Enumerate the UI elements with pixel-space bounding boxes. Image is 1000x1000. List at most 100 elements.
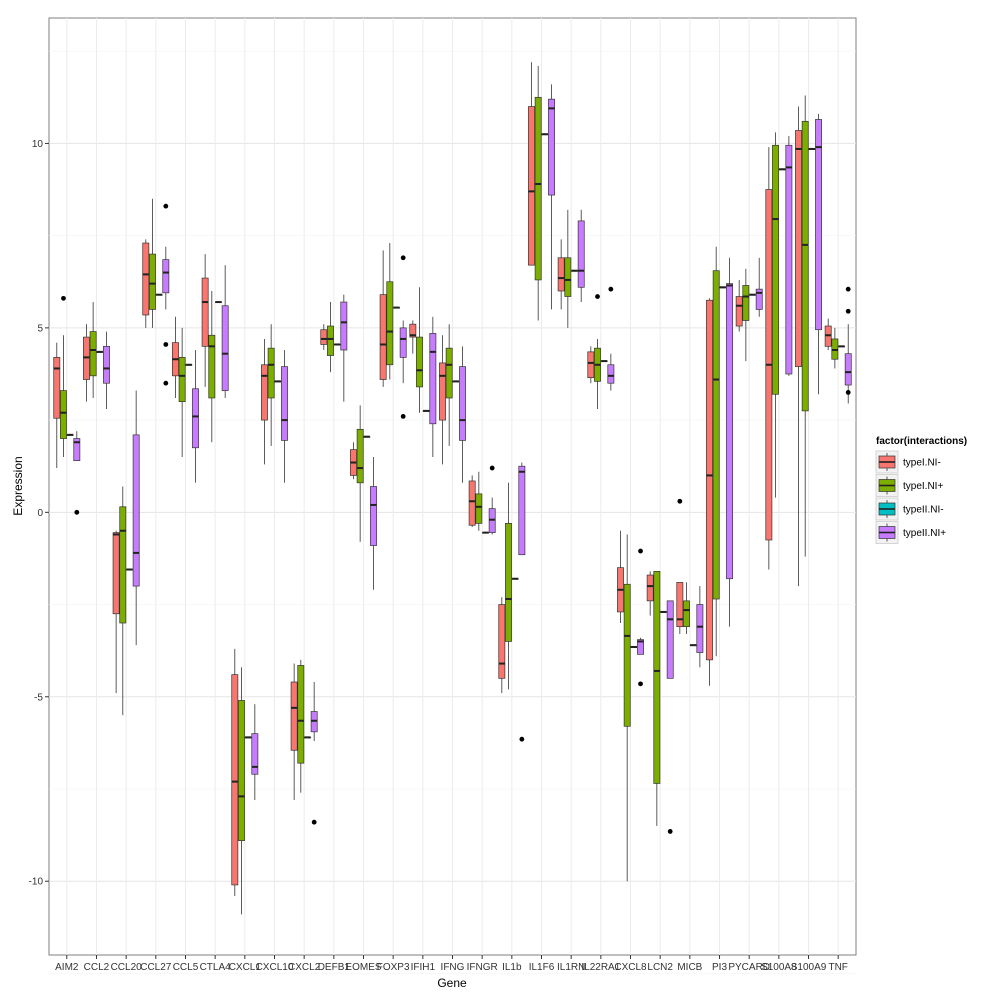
box-il1f6-typeii-ni- (548, 84, 555, 310)
outlier-point (311, 819, 317, 825)
box-body (653, 570, 661, 784)
box-ctla4-typeii-ni- (221, 265, 229, 398)
x-tick-label: AIM2 (55, 962, 79, 973)
box-body (577, 220, 585, 288)
box-body (370, 486, 377, 546)
box-il1f6-typei-ni- (528, 62, 535, 266)
box-layer (53, 62, 852, 915)
box-body (815, 119, 822, 331)
x-tick-label: TNF (828, 962, 847, 973)
outlier-point (595, 294, 600, 299)
y-axis-title: Expression (11, 456, 25, 515)
x-tick-label: LCN2 (647, 962, 673, 973)
outlier-point (677, 498, 683, 504)
box-tnf-typei-ni- (831, 327, 839, 369)
box-lcn2-typei-ni- (646, 571, 654, 616)
box-aim2-typei-ni- (53, 342, 61, 469)
box-s100a8-typei-ni- (772, 132, 779, 498)
box-cxcl8-typei-ni- (623, 534, 631, 882)
outlier-point (163, 342, 169, 347)
box-ccl2-typei-ni- (89, 302, 97, 398)
box-body (742, 285, 750, 321)
box-lcn2-typeii-ni- (660, 610, 667, 613)
box-body (439, 362, 446, 421)
box-body (162, 259, 170, 294)
box-tnf-typeii-ni- (838, 345, 845, 348)
box-aim2-typei-ni- (60, 295, 67, 457)
box-eomes-typeii-ni- (363, 435, 371, 438)
outlier-point (163, 380, 169, 386)
box-body (712, 270, 720, 600)
box-body (238, 700, 245, 841)
box-body (801, 120, 809, 412)
legend-item: typeII.NI- (875, 497, 944, 521)
box-body (706, 299, 713, 661)
x-tick-label: PYCARD (728, 962, 770, 973)
box-ccl27-typei-ni- (149, 198, 156, 328)
box-body (149, 253, 156, 310)
x-tick-label: CCL2 (84, 962, 110, 973)
box-body (267, 347, 275, 399)
box-il1rn-typei-ni- (564, 209, 572, 328)
box-body (844, 353, 852, 386)
box-pi3-typei-ni- (706, 298, 713, 686)
x-tick-label: CCL27 (140, 962, 172, 973)
box-body (445, 347, 453, 399)
box-tnf-typei-ni- (824, 318, 832, 351)
box-ccl2-typei-ni- (83, 324, 90, 402)
outlier-point (845, 286, 851, 292)
legend-label: typeII.NI+ (903, 528, 946, 539)
x-tick-label: CXCL8 (614, 962, 647, 973)
box-cxcl1-typei-ni- (231, 648, 239, 896)
y-tick-label: 0 (37, 508, 43, 519)
outlier-point (61, 295, 66, 301)
box-foxp3-typei-ni- (379, 250, 387, 387)
box-cxcl10-typei-ni- (261, 338, 268, 465)
x-tick-label: FOXP3 (377, 962, 410, 973)
box-body (281, 366, 288, 441)
outlier-point (489, 465, 495, 471)
box-il1b-typeii-ni- (511, 577, 519, 580)
box-body (564, 257, 572, 297)
box-tnf-typeii-ni- (844, 286, 852, 404)
box-cxcl8-typeii-ni- (630, 645, 638, 648)
box-ifih1-typei-ni- (409, 320, 417, 354)
outlier-point (638, 548, 643, 554)
box-cxcl1-typei-ni- (238, 667, 245, 915)
box-body (666, 600, 674, 679)
box-s100a9-typei-ni- (795, 106, 802, 587)
box-ccl5-typeii-ni- (192, 350, 199, 483)
box-ccl20-typei-ni- (112, 530, 120, 694)
x-tick-label: MICB (677, 962, 702, 973)
box-cxcl2-typeii-ni- (304, 736, 311, 739)
legend: factor(interactions) typeI.NI-typeI.NI+ t… (875, 436, 967, 544)
box-body (683, 600, 690, 628)
box-body (399, 327, 407, 358)
x-tick-label: S100A8 (761, 962, 797, 973)
box-cxcl2-typeii-ni- (310, 682, 318, 825)
box-pycard-typei-ni- (742, 268, 750, 362)
box-body (505, 523, 512, 642)
outlier-point (608, 286, 614, 292)
legend-label: typeII.NI- (903, 505, 944, 516)
box-cxcl10-typeii-ni- (281, 350, 288, 483)
box-il1rn-typeii-ni- (577, 209, 585, 303)
box-body (208, 334, 216, 399)
box-ctla4-typeii-ni- (215, 301, 222, 304)
box-defb1-typeii-ni- (333, 343, 341, 346)
box-body (132, 434, 140, 587)
box-ctla4-typei-ni- (201, 254, 209, 387)
y-tick-label: -5 (34, 692, 43, 703)
box-ctla4-typei-ni- (208, 290, 216, 443)
box-body (89, 331, 97, 377)
box-body (103, 345, 110, 384)
outlier-point (845, 390, 851, 395)
box-body (528, 106, 535, 266)
box-body (340, 301, 348, 351)
legend-label: typeI.NI+ (903, 481, 943, 492)
x-tick-label: EOMES (345, 962, 381, 973)
box-pycard-typeii-ni- (749, 293, 756, 296)
box-body (772, 144, 779, 395)
box-pi3-typeii-ni- (719, 286, 727, 289)
